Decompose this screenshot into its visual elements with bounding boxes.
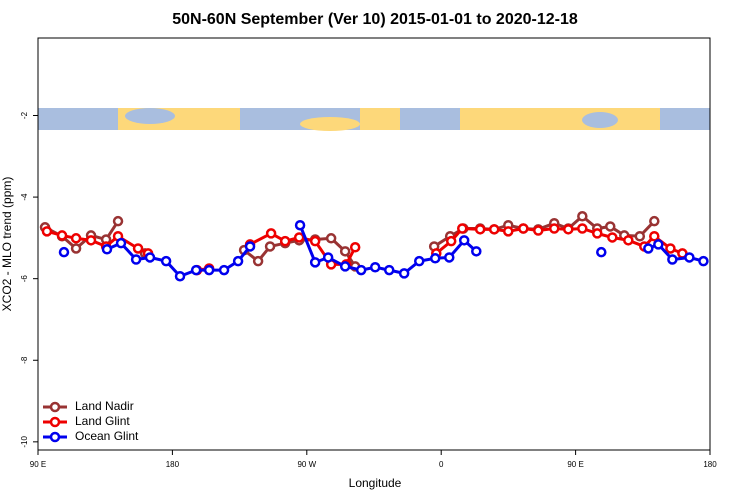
point <box>190 264 202 276</box>
point <box>112 215 124 227</box>
point <box>548 223 560 234</box>
point <box>160 255 172 267</box>
point <box>533 225 544 236</box>
map-ocean <box>660 108 710 130</box>
point <box>503 226 514 237</box>
legend-label: Ocean Glint <box>75 429 139 443</box>
point <box>349 242 361 253</box>
point <box>634 230 646 242</box>
point <box>577 223 588 234</box>
point <box>592 228 603 239</box>
point <box>264 241 276 252</box>
point <box>649 215 660 227</box>
point <box>130 254 142 265</box>
point <box>471 246 482 257</box>
point <box>252 255 264 267</box>
plot-frame <box>37 37 711 451</box>
point <box>369 262 381 273</box>
x-tick-label: 180 <box>703 460 717 469</box>
y-tick-label: -6 <box>20 275 29 283</box>
point <box>577 211 588 222</box>
point <box>684 252 695 263</box>
point <box>604 221 616 232</box>
legend-label: Land Glint <box>75 414 130 428</box>
point <box>309 235 321 247</box>
map-ocean <box>582 112 618 128</box>
point <box>203 264 215 276</box>
legend-marker <box>49 416 61 428</box>
point <box>488 224 500 235</box>
map-land <box>38 108 710 130</box>
x-tick-label: 90 E <box>567 460 583 469</box>
point <box>218 264 230 276</box>
point <box>596 246 607 258</box>
point <box>174 270 186 282</box>
point <box>665 243 676 254</box>
point <box>58 246 70 258</box>
point <box>325 233 337 244</box>
point <box>458 235 470 246</box>
legend-label: Land Nadir <box>75 399 134 413</box>
chart-title: 50N-60N September (Ver 10) 2015-01-01 to… <box>172 11 578 28</box>
map-strip <box>38 108 710 131</box>
point <box>355 264 367 276</box>
y-tick-label: -8 <box>20 356 29 364</box>
point <box>56 230 68 241</box>
point <box>144 252 156 263</box>
point <box>623 235 634 246</box>
point <box>322 252 334 263</box>
point <box>279 235 291 247</box>
x-tick-label: 0 <box>439 460 444 469</box>
point <box>244 241 256 252</box>
point <box>70 233 82 244</box>
x-axis-label: Longitude <box>349 476 402 490</box>
point <box>474 224 486 235</box>
point <box>413 255 425 267</box>
map-ocean <box>400 108 460 130</box>
point <box>309 257 321 268</box>
y-tick-label: -2 <box>20 111 29 119</box>
point <box>667 254 678 265</box>
point <box>293 232 305 243</box>
point <box>653 239 664 250</box>
x-tick-label: 90 W <box>297 460 316 469</box>
point <box>41 226 53 237</box>
point <box>339 246 351 257</box>
point <box>85 235 97 246</box>
point <box>294 219 306 231</box>
point <box>429 253 441 264</box>
point <box>398 268 410 279</box>
point <box>649 230 660 242</box>
point <box>518 223 529 234</box>
point <box>132 243 144 254</box>
legend-marker <box>49 401 61 413</box>
point <box>70 243 82 254</box>
y-tick-label: -4 <box>20 193 29 201</box>
point <box>265 228 277 239</box>
point <box>383 264 395 276</box>
point <box>643 243 654 254</box>
point <box>101 244 113 255</box>
point <box>607 232 618 243</box>
y-axis-label: XCO2 - MLO trend (ppm) <box>0 177 14 312</box>
x-tick-label: 180 <box>166 460 180 469</box>
map-ocean <box>125 108 175 124</box>
y-tick-label: -10 <box>20 436 29 448</box>
point <box>445 235 457 247</box>
map-ocean <box>38 108 118 130</box>
point <box>457 223 468 234</box>
point <box>339 261 351 272</box>
point <box>232 255 244 267</box>
map-land <box>300 117 360 131</box>
point <box>444 252 455 263</box>
x-tick-label: 90 E <box>30 460 46 469</box>
legend-marker <box>49 431 61 443</box>
point <box>698 255 709 267</box>
point <box>563 224 574 235</box>
point <box>115 237 127 249</box>
